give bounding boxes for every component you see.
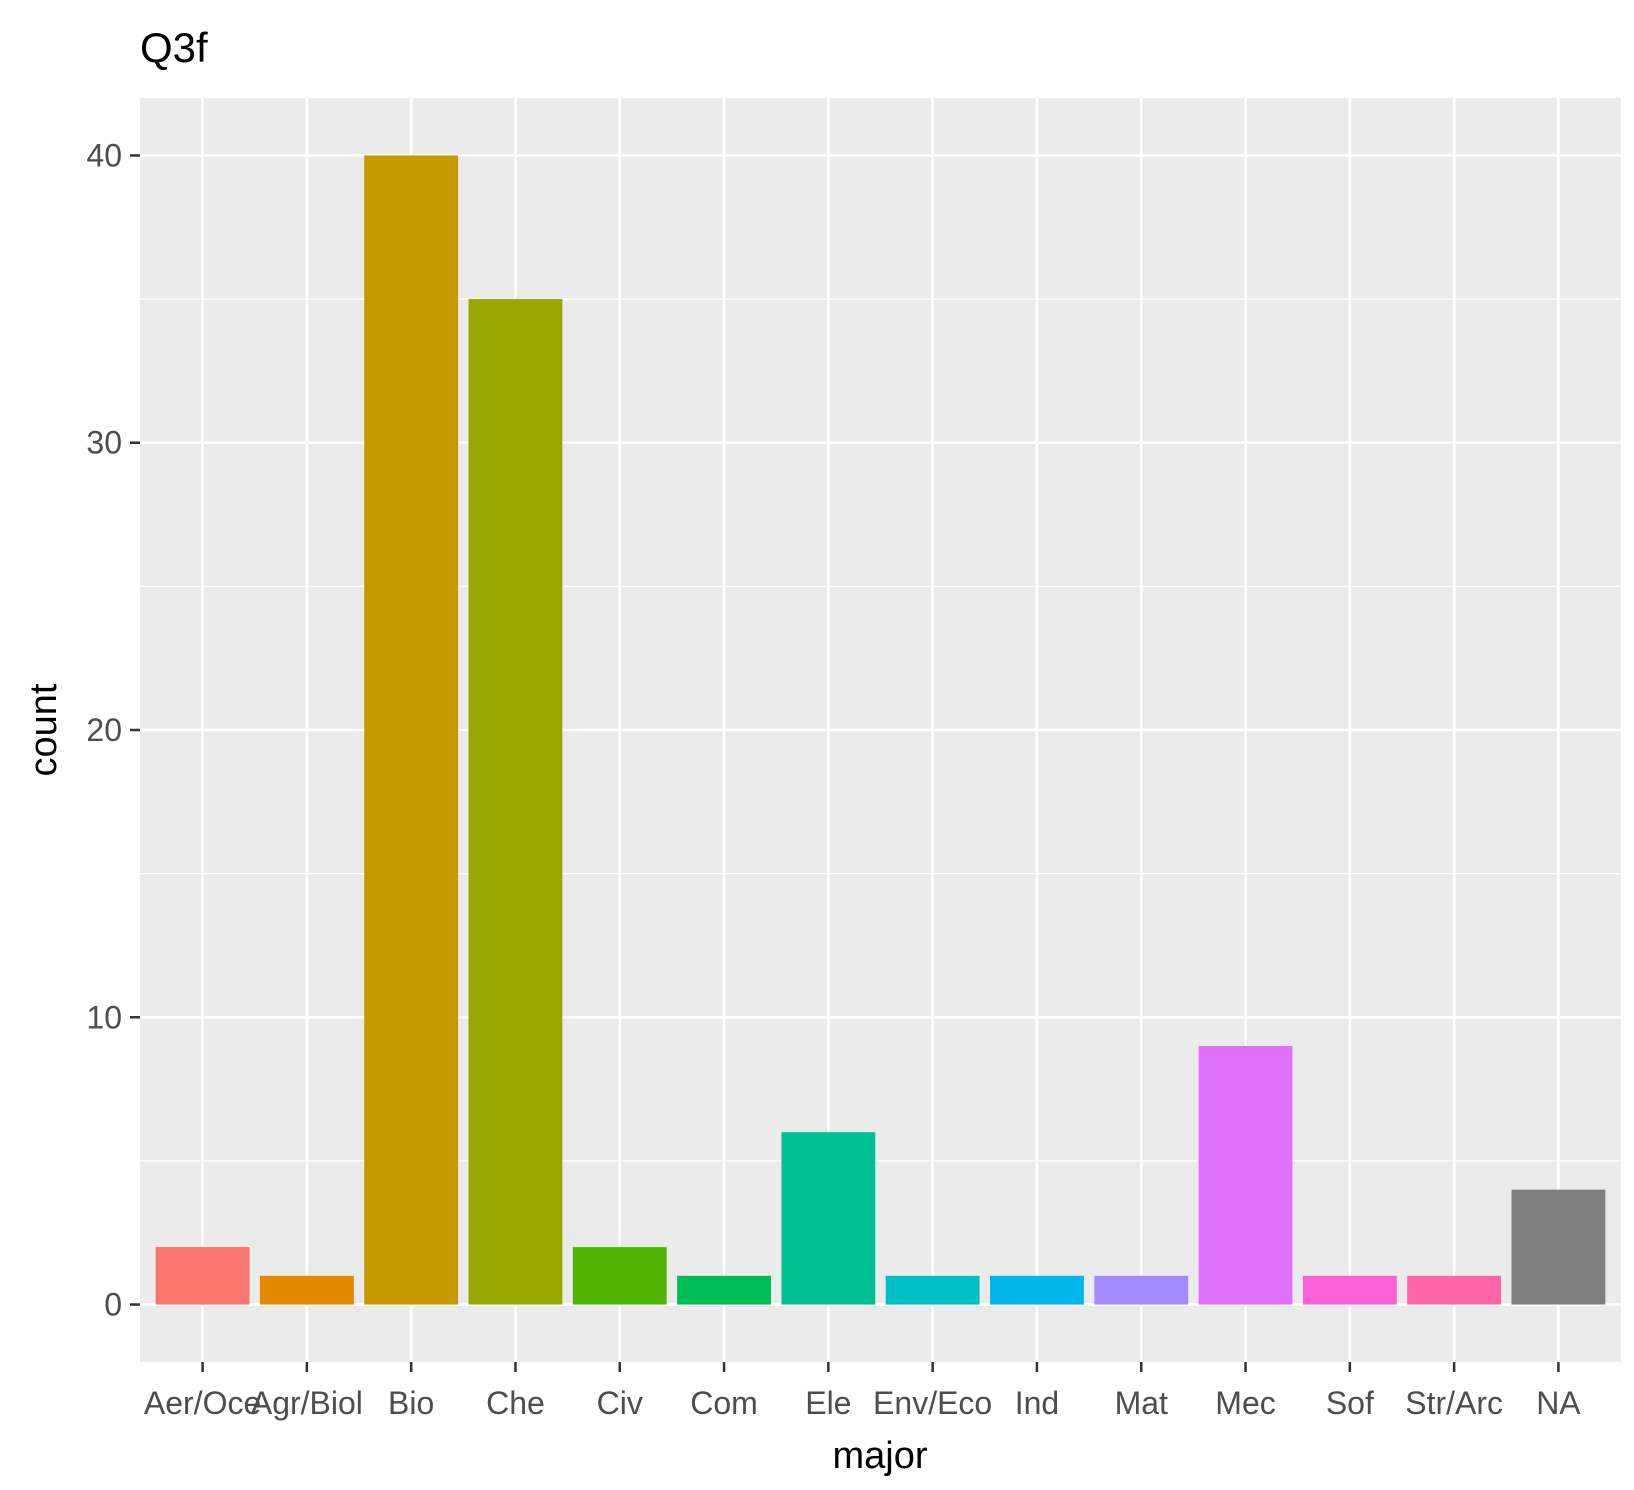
y-tick-label: 10 — [86, 999, 122, 1035]
bar — [1407, 1275, 1502, 1305]
x-tick-label: Bio — [388, 1385, 434, 1421]
bar — [468, 299, 563, 1305]
x-tick-label: Agr/Biol — [251, 1385, 363, 1421]
y-tick-label: 20 — [86, 712, 122, 748]
x-tick-label: Che — [486, 1385, 545, 1421]
x-tick-label: Str/Arc — [1405, 1385, 1503, 1421]
x-axis-title: major — [832, 1435, 927, 1477]
y-tick-label: 40 — [86, 137, 122, 173]
x-tick-label: Env/Eco — [873, 1385, 992, 1421]
bar — [1198, 1046, 1293, 1305]
bar — [1511, 1189, 1606, 1305]
bar — [259, 1275, 354, 1305]
bar — [781, 1132, 876, 1305]
x-tick-label: Ele — [805, 1385, 851, 1421]
x-tick-label: Sof — [1326, 1385, 1374, 1421]
y-tick-label: 0 — [104, 1287, 122, 1323]
x-tick-label: Aer/Oce — [144, 1385, 261, 1421]
bar — [572, 1247, 667, 1305]
x-tick-label: Mat — [1115, 1385, 1168, 1421]
bar — [1302, 1275, 1397, 1305]
x-tick-label: Com — [690, 1385, 758, 1421]
bar — [1094, 1275, 1189, 1305]
x-tick-label: Ind — [1015, 1385, 1059, 1421]
bar — [990, 1275, 1084, 1305]
bar — [885, 1275, 980, 1305]
bar — [677, 1275, 771, 1305]
chart-title: Q3f — [140, 24, 208, 71]
x-tick-label: Mec — [1215, 1385, 1275, 1421]
bar — [155, 1247, 250, 1305]
y-tick-label: 30 — [86, 425, 122, 461]
bars — [155, 155, 1606, 1305]
x-tick-label: Civ — [597, 1385, 643, 1421]
y-axis: 0 10 20 30 40 — [86, 137, 140, 1323]
bar — [364, 155, 459, 1305]
x-tick-label: NA — [1536, 1385, 1581, 1421]
y-axis-title: count — [23, 683, 65, 776]
